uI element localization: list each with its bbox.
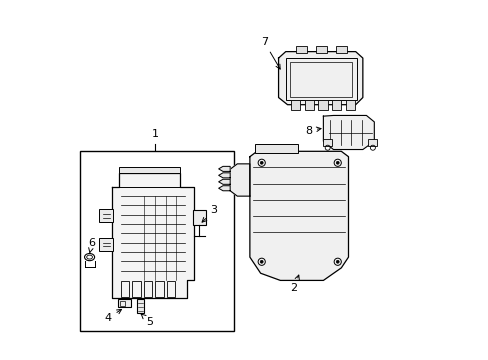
Text: 4: 4 [104, 309, 121, 323]
Circle shape [336, 161, 339, 164]
Bar [335, 46, 346, 53]
Bar [132, 282, 141, 297]
Polygon shape [218, 186, 230, 191]
Text: 1: 1 [151, 129, 158, 139]
Bar [192, 211, 206, 225]
Bar [118, 299, 131, 307]
Text: 7: 7 [260, 37, 280, 69]
Text: 6: 6 [88, 238, 95, 253]
Bar [137, 299, 144, 314]
Bar [255, 144, 298, 153]
Bar [80, 151, 233, 330]
Bar [120, 301, 125, 306]
Bar [155, 282, 163, 297]
Bar [345, 100, 354, 110]
Text: 2: 2 [290, 275, 299, 293]
Bar [119, 167, 180, 173]
Polygon shape [218, 173, 230, 178]
Bar [121, 282, 129, 297]
Bar [99, 210, 113, 222]
Polygon shape [218, 166, 230, 171]
Bar [316, 46, 326, 53]
Polygon shape [218, 179, 230, 184]
Bar [304, 100, 313, 110]
Bar [285, 58, 356, 100]
Bar [290, 62, 351, 97]
Bar [290, 100, 300, 110]
Polygon shape [112, 173, 194, 298]
Bar [331, 100, 341, 110]
Polygon shape [249, 151, 348, 280]
Bar [119, 173, 180, 187]
Polygon shape [278, 51, 362, 105]
Circle shape [336, 260, 339, 263]
Polygon shape [230, 164, 249, 196]
Circle shape [260, 260, 263, 263]
Text: 3: 3 [202, 206, 217, 222]
Bar [323, 139, 332, 146]
Text: 8: 8 [304, 126, 320, 135]
Bar [166, 282, 175, 297]
Circle shape [260, 161, 263, 164]
Bar [318, 100, 327, 110]
Bar [99, 238, 113, 251]
Text: 5: 5 [141, 314, 153, 327]
Bar [143, 282, 152, 297]
Polygon shape [323, 116, 373, 149]
Bar [367, 139, 376, 146]
Bar [296, 46, 306, 53]
